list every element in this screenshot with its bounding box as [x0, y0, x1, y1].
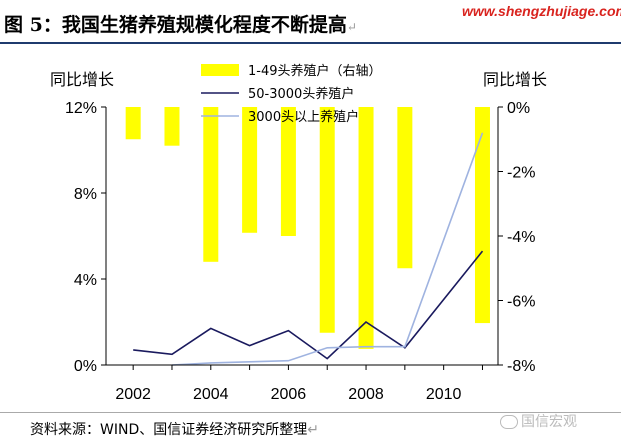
- bar-2004: [203, 107, 219, 262]
- source-note: 资料来源：WIND、国信证券经济研究所整理↵: [30, 419, 319, 439]
- axes-layer: 0% 4% 8% 12% 0% -2% -4% -6% -8% 2002 2004 2006 2008 2…: [65, 100, 535, 403]
- legend-label-3: 3000头以上养殖户: [248, 109, 359, 125]
- source-divider: [0, 412, 621, 413]
- title-divider: [0, 42, 621, 44]
- right-tick-label: -8%: [507, 358, 535, 375]
- wechat-icon: [500, 415, 518, 429]
- right-tick-label: 0%: [507, 100, 530, 117]
- legend-label-2: 50-3000头养殖户: [248, 86, 354, 102]
- bar-2003: [164, 107, 180, 146]
- legend-swatch-1: [201, 64, 239, 76]
- watermark-url: www.shengzhujiage.com: [462, 3, 621, 19]
- bar-2002: [125, 107, 141, 140]
- left-axis-title: 同比增长: [50, 70, 115, 89]
- bars-layer: [125, 107, 490, 349]
- right-tick-label: -6%: [507, 294, 535, 311]
- bar-2011: [474, 107, 490, 324]
- x-tick-label: 2006: [271, 386, 307, 403]
- x-tick-label: 2010: [426, 386, 462, 403]
- chart-title-text: 图 5：我国生猪养殖规模化程度不断提高: [4, 14, 347, 36]
- bar-2006: [280, 107, 296, 236]
- chart-canvas: 0% 4% 8% 12% 0% -2% -4% -6% -8% 2002 2004 2006 2008 2…: [65, 63, 535, 403]
- chart-title: 图 5：我国生猪养殖规模化程度不断提高↵: [4, 10, 357, 37]
- title-return-mark: ↵: [346, 20, 357, 34]
- bar-2007: [319, 107, 335, 333]
- legend-label-1: 1-49头养殖户（右轴）: [248, 63, 382, 79]
- line-series-1: [133, 250, 484, 360]
- right-axis-title: 同比增长: [483, 70, 548, 89]
- legend: 1-49头养殖户（右轴） 50-3000头养殖户 3000头以上养殖户: [201, 63, 382, 125]
- bar-2005: [242, 107, 258, 233]
- x-tick-label: 2008: [348, 386, 384, 403]
- brand-text: 国信宏观: [521, 414, 577, 430]
- source-text: 资料来源：WIND、国信证券经济研究所整理: [30, 422, 308, 438]
- bar-2009: [397, 107, 413, 269]
- line-series-2: [171, 132, 484, 366]
- x-tick-label: 2002: [115, 386, 151, 403]
- source-return-mark: ↵: [307, 422, 319, 438]
- lines-layer: [133, 132, 484, 366]
- left-tick-label: 0%: [74, 358, 97, 375]
- brand-watermark: 国信宏观: [500, 411, 577, 431]
- left-tick-label: 4%: [74, 272, 97, 289]
- x-tick-label: 2004: [193, 386, 229, 403]
- right-tick-label: -4%: [507, 229, 535, 246]
- bar-2008: [358, 107, 374, 349]
- left-tick-label: 12%: [65, 100, 97, 117]
- left-tick-label: 8%: [74, 186, 97, 203]
- right-tick-label: -2%: [507, 165, 535, 182]
